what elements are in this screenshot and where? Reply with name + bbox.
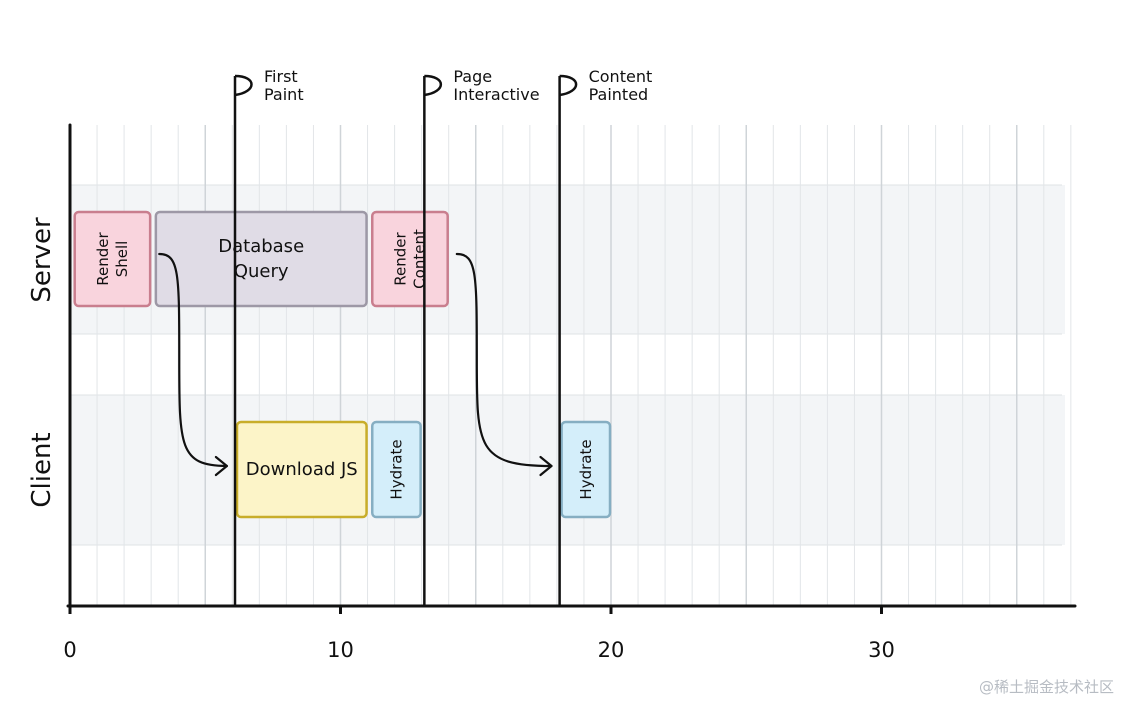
milestone-label: Paint	[264, 85, 304, 104]
block-label: Render	[94, 231, 112, 285]
flag-icon	[559, 74, 578, 97]
block-label: Download JS	[246, 459, 358, 480]
flag-icon	[424, 74, 443, 97]
block-label: Hydrate	[387, 439, 405, 499]
block	[371, 420, 422, 519]
block-label: Content	[410, 229, 428, 289]
flag-icon	[234, 74, 253, 97]
block	[235, 420, 368, 519]
block-label: Database	[218, 236, 304, 257]
flow-arrow	[455, 252, 553, 468]
arrow-head	[214, 455, 228, 477]
x-tick-label: 10	[327, 638, 354, 662]
x-tick-label: 30	[868, 638, 895, 662]
block	[73, 210, 152, 308]
block	[371, 210, 449, 308]
row-label: Server	[27, 217, 57, 303]
milestone-label: Interactive	[453, 85, 539, 104]
flow-arrow	[158, 252, 228, 468]
row-label: Client	[27, 432, 57, 507]
milestone-label: Painted	[589, 85, 649, 104]
milestone-label: First	[264, 67, 298, 86]
watermark: @稀土掘金技术社区	[978, 678, 1114, 696]
milestone-label: Page	[453, 67, 492, 86]
x-tick-label: 20	[598, 638, 625, 662]
x-tick-label: 0	[63, 638, 76, 662]
block-label: Render	[391, 231, 409, 285]
block-label: Shell	[113, 241, 131, 278]
block	[560, 420, 612, 519]
block	[154, 210, 368, 308]
block-label: Query	[234, 261, 289, 282]
milestone-label: Content	[589, 67, 653, 86]
block-label: Hydrate	[577, 439, 595, 499]
arrow-head	[539, 455, 553, 477]
